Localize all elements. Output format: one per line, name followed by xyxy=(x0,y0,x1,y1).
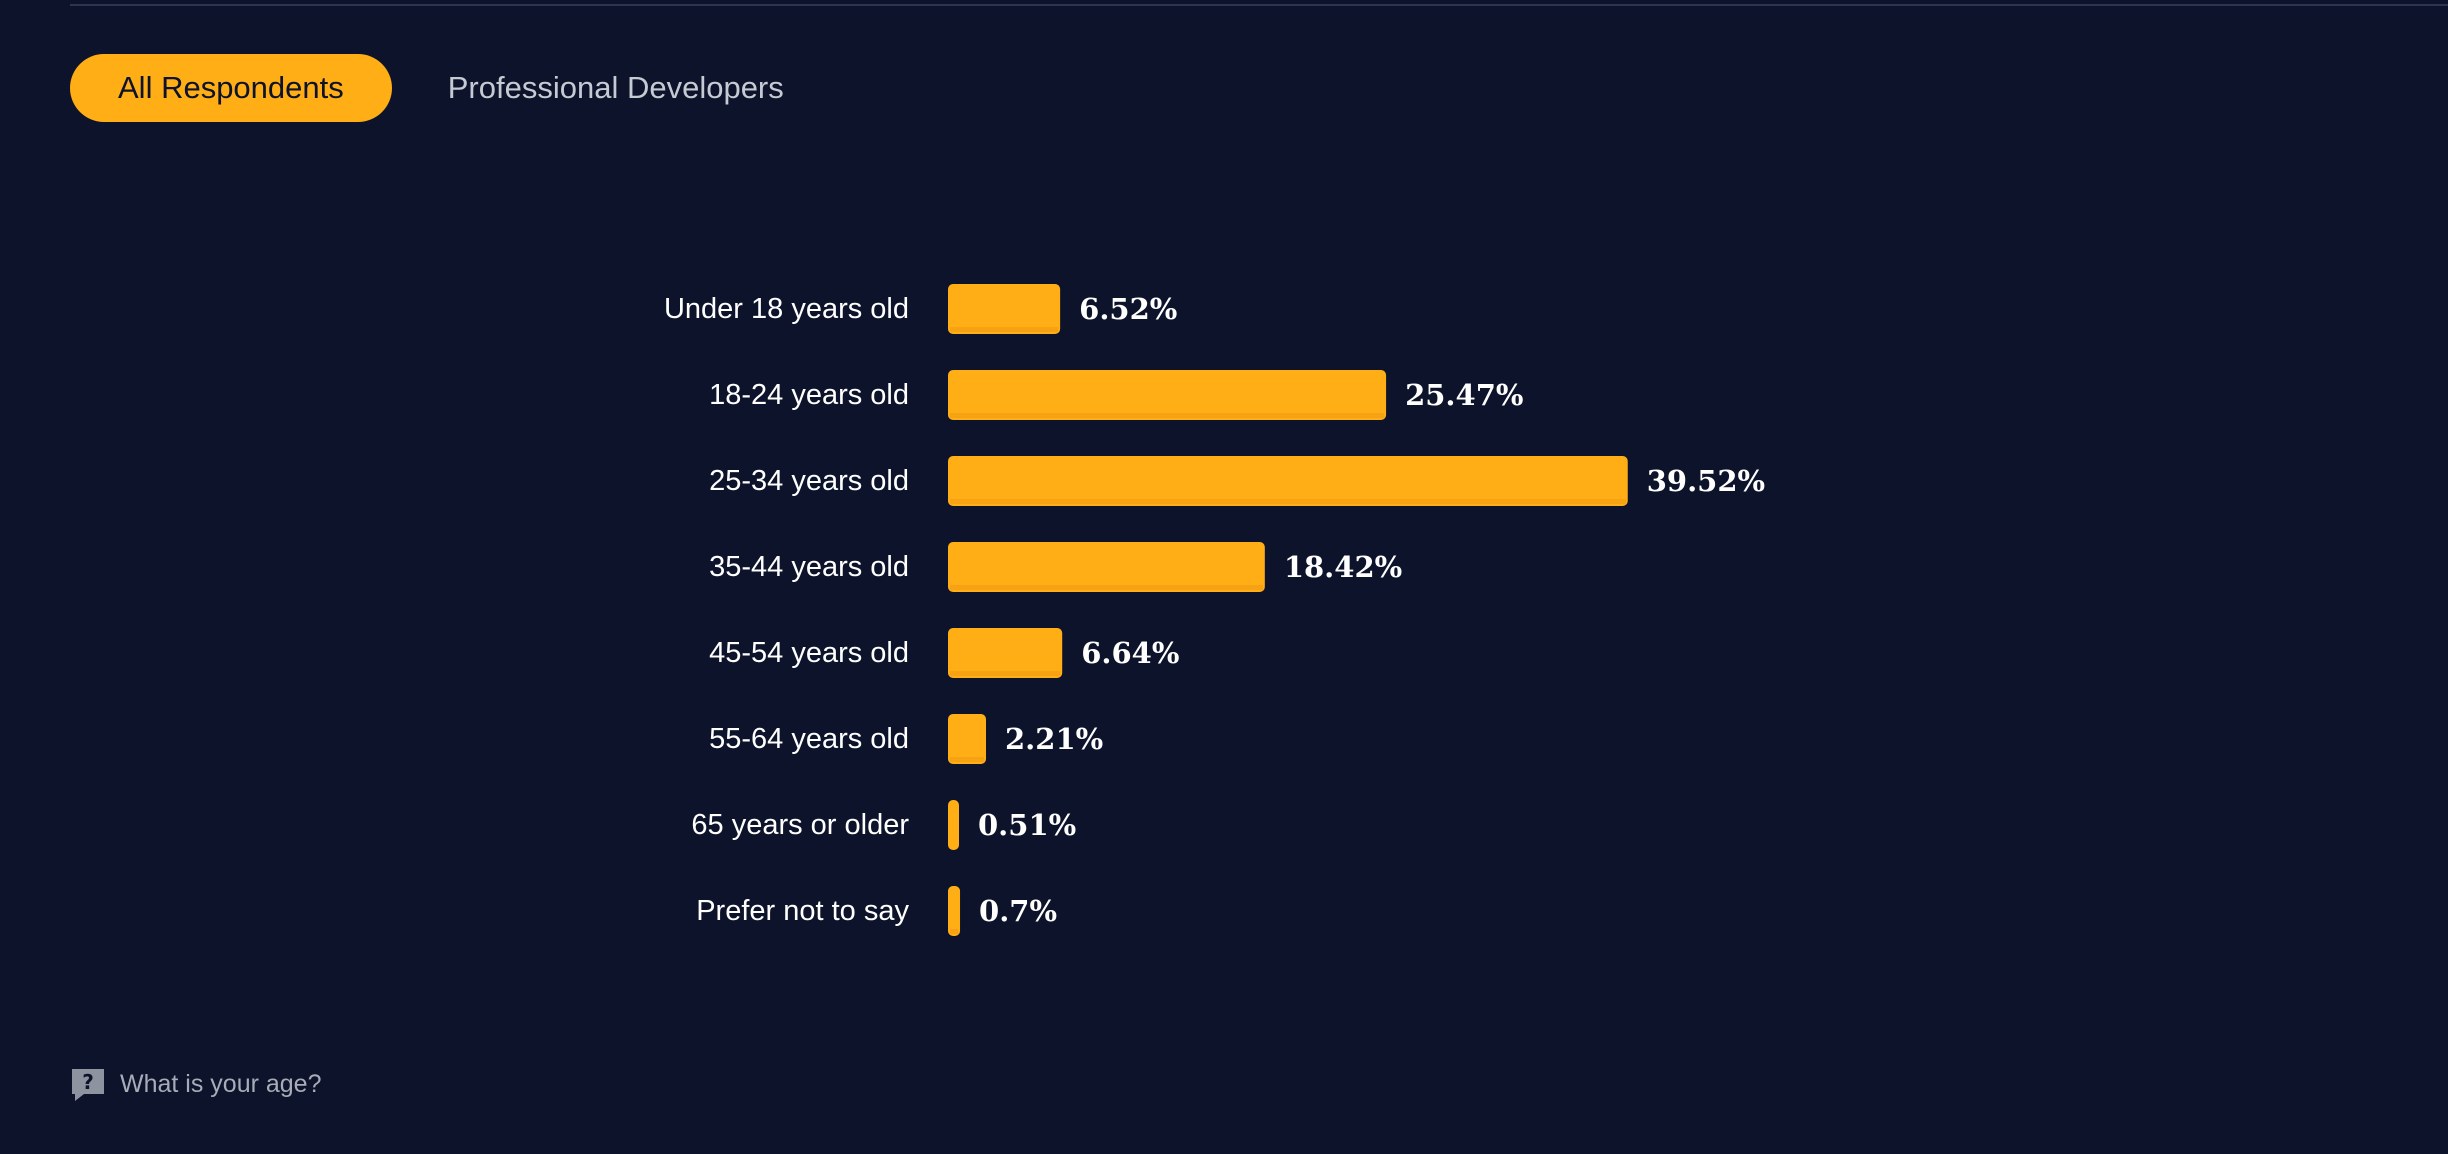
question-text: What is your age? xyxy=(120,1069,322,1098)
category-label: 35-44 years old xyxy=(709,551,909,583)
category-label: 65 years or older xyxy=(691,809,909,841)
svg-text:?: ? xyxy=(82,1070,94,1094)
bar-shadow xyxy=(950,585,1263,590)
value-label: 39.52% xyxy=(1647,464,1765,498)
bar-shadow xyxy=(950,413,1385,418)
bar xyxy=(948,886,961,936)
bar-shadow xyxy=(950,929,959,934)
bar-fill xyxy=(948,628,1063,678)
bar-fill xyxy=(948,456,1628,506)
tab-professional-developers[interactable]: Professional Developers xyxy=(447,70,784,105)
bar-shadow xyxy=(950,671,1061,676)
category-label: Prefer not to say xyxy=(696,895,909,927)
bar xyxy=(948,456,1628,506)
bar xyxy=(948,542,1265,592)
value-label: 25.47% xyxy=(1405,378,1523,412)
bar-shadow xyxy=(950,327,1059,332)
category-label: 25-34 years old xyxy=(709,465,909,497)
bar-shadow xyxy=(950,499,1626,504)
category-label: Under 18 years old xyxy=(664,293,909,325)
bar-fill xyxy=(948,542,1265,592)
bar-fill xyxy=(948,370,1387,420)
bar xyxy=(948,714,987,764)
bar xyxy=(948,628,1063,678)
tab-all-respondents[interactable]: All Respondents xyxy=(70,54,392,122)
bar xyxy=(948,370,1387,420)
value-label: 0.7% xyxy=(979,894,1057,928)
category-label: 55-64 years old xyxy=(709,723,909,755)
value-label: 6.52% xyxy=(1079,292,1177,326)
bar-fill xyxy=(948,284,1061,334)
bar-fill xyxy=(948,714,987,764)
category-label: 18-24 years old xyxy=(709,379,909,411)
respondent-tabs: All Respondents Professional Developers xyxy=(70,54,832,122)
value-label: 6.64% xyxy=(1081,636,1179,670)
bar-fill xyxy=(948,886,961,936)
value-label: 18.42% xyxy=(1284,550,1402,584)
bar-fill xyxy=(948,800,959,850)
question-footer: ? What is your age? xyxy=(70,1066,322,1102)
value-label: 2.21% xyxy=(1005,722,1103,756)
bar xyxy=(948,800,959,850)
bar xyxy=(948,284,1061,334)
top-divider xyxy=(70,4,2448,6)
question-bubble-icon: ? xyxy=(72,1069,104,1101)
category-label: 45-54 years old xyxy=(709,637,909,669)
value-label: 0.51% xyxy=(978,808,1076,842)
bar-shadow xyxy=(950,757,985,762)
